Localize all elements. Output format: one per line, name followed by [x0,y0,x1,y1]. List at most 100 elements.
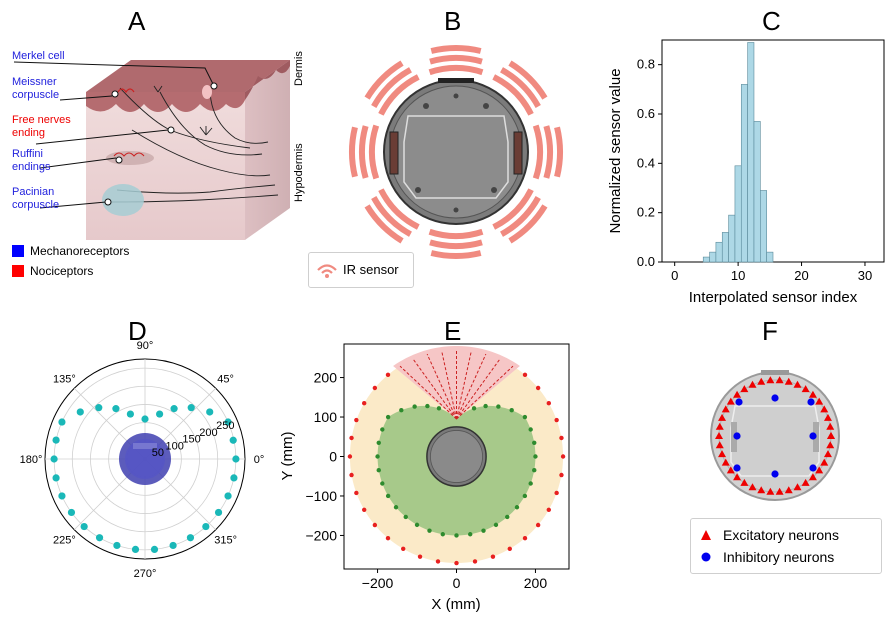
excitatory-neuron [733,390,742,398]
histogram-bar-3 [721,232,729,263]
circle-icon [701,552,711,562]
label-meissner: Meissner corpuscle [12,76,59,102]
ir-wave-arc [500,67,541,109]
inhibitory-neuron-6 [771,470,779,478]
polar-point-3 [206,408,214,416]
histogram-bar-9 [760,190,767,263]
polar-point-4 [187,404,195,412]
outer-point [560,454,566,459]
sensor-ray [399,365,457,420]
inner-point [528,427,533,432]
inner-point [375,454,380,459]
polar-point-15 [52,474,60,482]
ir-sensor-5 [364,188,420,244]
legend-nociceptors-label: Nociceptors [30,264,94,278]
x-tick-label: 30 [858,268,872,283]
ir-sensor-group [349,45,563,259]
polar-point-8 [126,410,134,418]
excitatory-neuron [748,380,757,388]
excitatory-neuron [827,432,835,439]
skin-block-side [245,60,290,240]
x-tick-label: 10 [731,268,745,283]
ir-wave-arc [429,55,483,65]
inner-point [533,454,538,459]
excitatory-neuron [784,486,793,494]
panel-label-a: A [128,6,146,36]
excitatory-neuron [726,397,735,405]
ir-wave-arc [508,60,548,100]
excitatory-neuron [757,377,766,385]
inner-point [380,427,385,432]
excitatory-neuron [733,473,742,481]
inner-point [471,406,477,411]
label-pacinian: Pacinian corpuscle [12,186,59,212]
neuron-layout [710,370,840,501]
outer-point [349,472,354,478]
excitatory-neuron [715,441,724,449]
legend-inhibitory-label: Inhibitory neurons [723,549,835,565]
ir-wave-arc [428,65,484,76]
inner-point [393,505,399,510]
ir-sensor-1 [492,60,548,116]
angle-label: 315° [214,535,237,547]
polar-point-14 [50,455,58,463]
legend-inhibitory: Inhibitory neurons [701,549,834,565]
histogram-bar-6 [740,84,748,263]
skin-diagram: Dermis Hypodermis [13,51,305,240]
histogram-bar-4 [728,214,736,263]
panel-label-b: B [444,6,462,36]
sensor-ray [426,353,457,420]
robot-ir-diagram [349,45,563,259]
polar-point-11 [76,408,84,416]
excitatory-neuron [775,376,784,384]
outer-point [454,560,459,566]
polar-labels: 0° 45° 90° 135° 180° 225° 270° 315° 501001502002… [20,340,265,580]
inner-point [440,532,445,537]
excitatory-neuron [748,483,757,491]
polar-point-22 [150,545,159,554]
polar-chart: 0° 45° 90° 135° 180° 225° 270° 315° 501001502002… [20,340,265,580]
outer-point [472,559,478,564]
polar-point-18 [80,522,88,531]
sensor-ray [456,358,501,420]
radial-label: 50 [152,447,164,459]
inner-point [468,532,473,537]
neuron-legend: Excitatory neurons Inhibitory neurons [690,518,882,574]
outer-point [435,559,441,564]
excitatory-neuron [766,487,775,495]
inner-point [376,440,381,445]
label-merkel-cell: Merkel cell [12,50,65,62]
y-tick-label: 0.2 [637,205,655,220]
legend-mechanoreceptors-label: Mechanoreceptors [30,244,130,258]
inner-point [376,468,381,473]
ir-wave-arc [543,125,553,179]
inner-point [483,403,488,409]
histogram-bar-5 [734,165,742,263]
inhibitory-neuron-2 [733,432,741,440]
polar-point-20 [113,541,121,550]
angle-label: 180° [20,454,43,466]
excitatory-neuron [815,397,824,405]
robot-top-view [383,78,529,225]
inner-point [436,406,442,411]
excitatory-neuron [823,450,832,458]
ir-sensor-0 [532,124,563,180]
histogram-bar-7 [747,42,755,263]
polar-point-16 [58,492,66,500]
chart-e-xlabel: X (mm) [431,596,480,613]
legend-swatch-red [12,265,24,277]
inner-point [532,468,537,473]
chart-c-xticks: 0 10 20 30 [671,262,872,283]
callout-lines [13,61,215,209]
label-pacinian-line2: corpuscle [12,199,60,211]
ir-wave-arc [492,188,534,230]
polar-point-10 [95,404,103,412]
y-tick-label: 0.8 [637,57,655,72]
pacinian-corpuscle-shape [102,184,144,216]
angle-label: 90° [137,340,154,352]
outer-point [417,554,423,559]
inner-point [399,407,404,413]
inner-point [403,514,408,520]
inner-point [481,528,486,533]
chart-c-yticks: 0.0 0.2 0.4 0.6 0.8 [637,57,662,269]
